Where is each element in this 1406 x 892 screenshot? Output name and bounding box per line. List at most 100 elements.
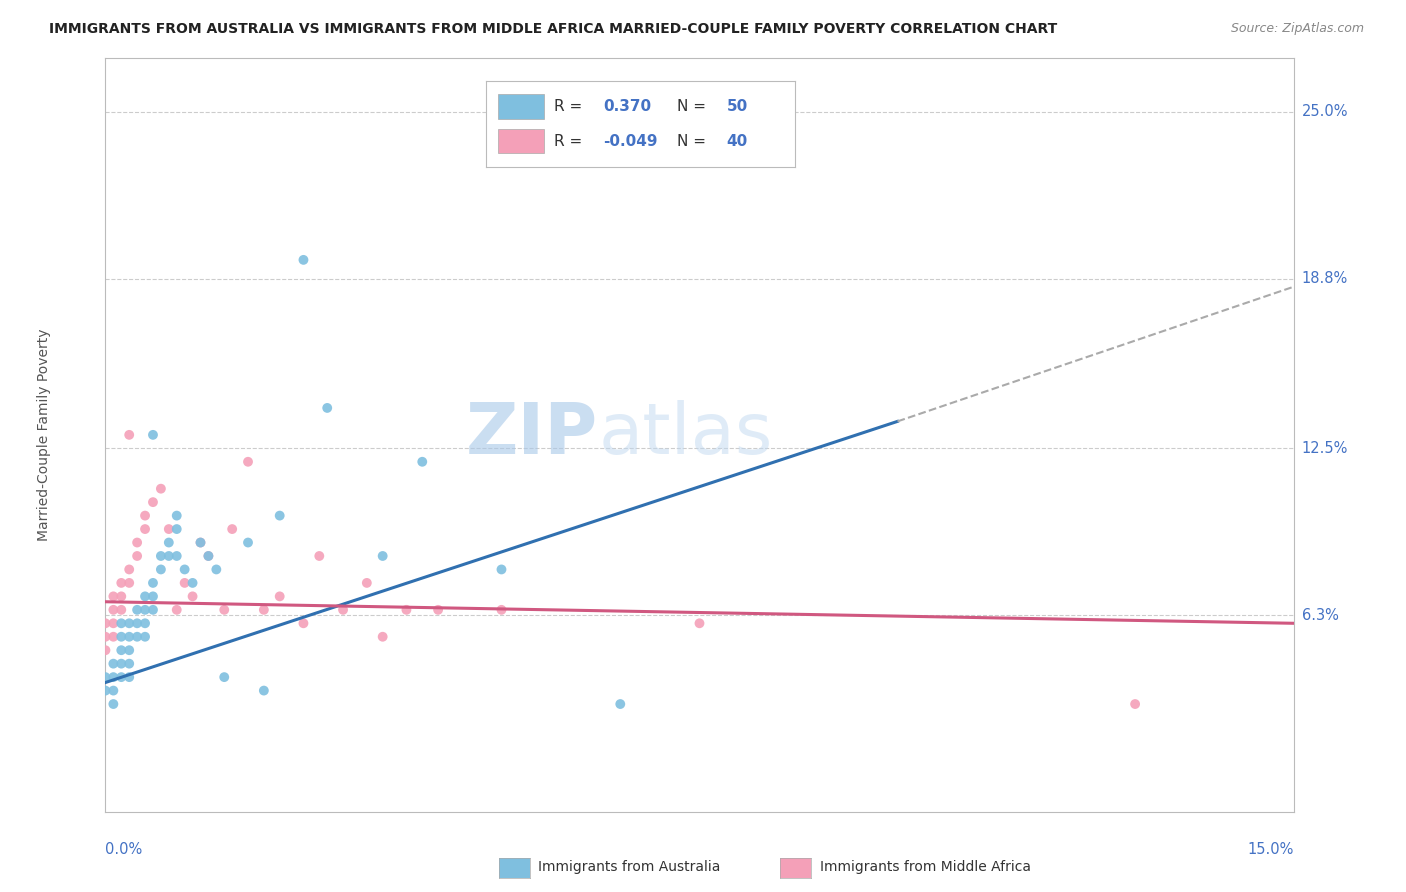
Point	[103, 657, 125, 671]
Point	[190, 535, 212, 549]
Point	[110, 657, 132, 671]
Point	[134, 590, 156, 604]
Point	[157, 535, 180, 549]
Point	[110, 616, 132, 631]
Text: 25.0%: 25.0%	[1302, 104, 1348, 120]
Text: N =: N =	[678, 99, 711, 114]
Point	[221, 522, 243, 536]
Point	[149, 562, 172, 576]
Point	[110, 603, 132, 617]
Point	[127, 549, 149, 563]
Point	[181, 590, 204, 604]
Point	[190, 535, 212, 549]
Point	[292, 252, 315, 267]
Point	[103, 603, 125, 617]
Text: Immigrants from Australia: Immigrants from Australia	[538, 860, 721, 874]
Text: IMMIGRANTS FROM AUSTRALIA VS IMMIGRANTS FROM MIDDLE AFRICA MARRIED-COUPLE FAMILY: IMMIGRANTS FROM AUSTRALIA VS IMMIGRANTS …	[49, 22, 1057, 37]
Point	[166, 549, 188, 563]
Point	[173, 562, 195, 576]
Point	[491, 562, 513, 576]
Text: atlas: atlas	[599, 401, 773, 469]
Point	[269, 590, 291, 604]
Text: Immigrants from Middle Africa: Immigrants from Middle Africa	[820, 860, 1031, 874]
Point	[197, 549, 219, 563]
Text: 18.8%: 18.8%	[1302, 271, 1348, 286]
Point	[103, 683, 125, 698]
Point	[214, 670, 236, 684]
Point	[149, 549, 172, 563]
Point	[142, 428, 165, 442]
Point	[332, 603, 354, 617]
Point	[316, 401, 339, 415]
Point	[134, 616, 156, 631]
Point	[134, 522, 156, 536]
Point	[181, 575, 204, 590]
Point	[110, 670, 132, 684]
Point	[94, 643, 117, 657]
Point	[371, 549, 394, 563]
Text: 50: 50	[727, 99, 748, 114]
Point	[356, 575, 378, 590]
Point	[166, 603, 188, 617]
Point	[110, 630, 132, 644]
Text: Source: ZipAtlas.com: Source: ZipAtlas.com	[1230, 22, 1364, 36]
Point	[94, 683, 117, 698]
Point	[253, 683, 276, 698]
Point	[103, 616, 125, 631]
Point	[253, 603, 276, 617]
Point	[142, 603, 165, 617]
Point	[609, 697, 631, 711]
Bar	[498, 95, 544, 119]
Point	[173, 575, 195, 590]
Text: ZIP: ZIP	[467, 401, 599, 469]
Point	[94, 616, 117, 631]
Point	[110, 575, 132, 590]
Point	[118, 630, 141, 644]
Text: 6.3%: 6.3%	[1302, 607, 1339, 623]
Point	[103, 630, 125, 644]
Point	[411, 455, 433, 469]
Point	[166, 522, 188, 536]
Point	[127, 616, 149, 631]
Text: 15.0%: 15.0%	[1247, 842, 1294, 857]
Point	[395, 603, 418, 617]
Point	[689, 616, 711, 631]
Point	[118, 657, 141, 671]
Point	[134, 603, 156, 617]
Point	[94, 670, 117, 684]
Point	[308, 549, 330, 563]
Point	[197, 549, 219, 563]
Point	[236, 455, 259, 469]
Point	[149, 482, 172, 496]
Point	[371, 630, 394, 644]
Point	[491, 603, 513, 617]
Point	[205, 562, 228, 576]
Point	[142, 590, 165, 604]
Point	[118, 670, 141, 684]
Point	[118, 428, 141, 442]
Text: 0.0%: 0.0%	[105, 842, 142, 857]
Point	[94, 630, 117, 644]
Text: 0.370: 0.370	[603, 99, 651, 114]
Text: R =: R =	[554, 99, 586, 114]
Text: 40: 40	[727, 134, 748, 149]
Point	[530, 145, 553, 160]
Point	[157, 522, 180, 536]
Point	[127, 535, 149, 549]
Text: 12.5%: 12.5%	[1302, 441, 1348, 456]
Point	[142, 495, 165, 509]
Point	[110, 590, 132, 604]
Text: N =: N =	[678, 134, 711, 149]
Point	[214, 603, 236, 617]
Text: R =: R =	[554, 134, 586, 149]
Point	[127, 603, 149, 617]
Point	[118, 575, 141, 590]
Point	[118, 616, 141, 631]
Point	[157, 549, 180, 563]
Point	[166, 508, 188, 523]
Point	[118, 643, 141, 657]
Point	[1123, 697, 1146, 711]
Point	[103, 697, 125, 711]
Point	[134, 508, 156, 523]
Text: -0.049: -0.049	[603, 134, 658, 149]
